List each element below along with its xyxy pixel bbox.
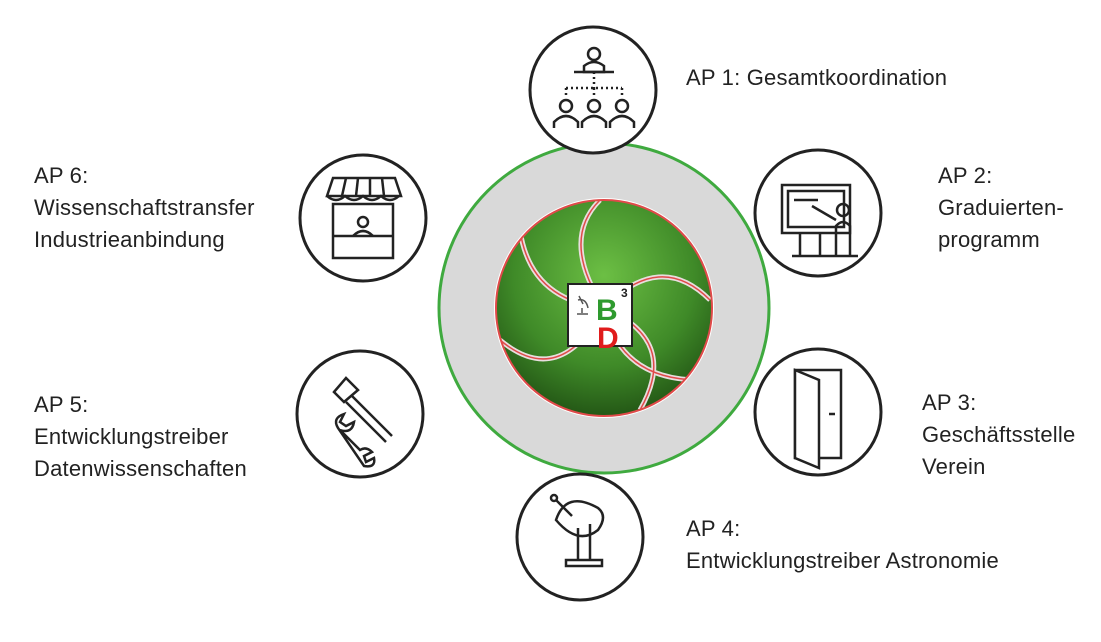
label-ap4: AP 4: Entwicklungstreiber Astronomie <box>686 513 999 577</box>
label-line: AP 1: Gesamtkoordination <box>686 65 948 90</box>
b3d-logo: B 3 D <box>567 283 633 355</box>
label-ap5: AP 5: Entwicklungstreiber Datenwissenschaf… <box>34 389 247 485</box>
logo-letter-b: B <box>596 294 618 327</box>
label-line: Verein <box>922 454 986 479</box>
label-ap3: AP 3: Geschäftsstelle Verein <box>922 387 1075 483</box>
circle-ap5 <box>295 349 425 479</box>
logo-superscript: 3 <box>621 286 628 300</box>
label-ap6: AP 6: Wissenschaftstransfer Industrieanbin… <box>34 160 255 256</box>
label-line: programm <box>938 227 1040 252</box>
logo-letter-d: D <box>597 322 619 355</box>
label-line: Industrieanbindung <box>34 227 225 252</box>
label-line: AP 2: <box>938 163 993 188</box>
label-line: Graduierten- <box>938 195 1064 220</box>
label-ap2: AP 2: Graduierten-programm <box>938 160 1064 256</box>
label-line: AP 3: <box>922 390 977 415</box>
coordination-icon <box>552 46 636 128</box>
label-line: Datenwissenschaften <box>34 456 247 481</box>
label-ap1: AP 1: Gesamtkoordination <box>686 62 947 94</box>
tools-icon <box>332 376 393 468</box>
label-line: AP 5: <box>34 392 89 417</box>
label-line: Entwicklungstreiber Astronomie <box>686 548 999 573</box>
presentation-icon <box>780 183 858 258</box>
label-line: Entwicklungstreiber <box>34 424 229 449</box>
satellite-dish-icon <box>549 493 605 568</box>
label-line: AP 4: <box>686 516 741 541</box>
label-line: AP 6: <box>34 163 89 188</box>
label-line: Geschäftsstelle <box>922 422 1076 447</box>
label-line: Wissenschaftstransfer <box>34 195 255 220</box>
center-hub: B 3 D <box>437 141 771 475</box>
door-icon <box>793 368 843 470</box>
market-stall-icon <box>325 176 403 260</box>
